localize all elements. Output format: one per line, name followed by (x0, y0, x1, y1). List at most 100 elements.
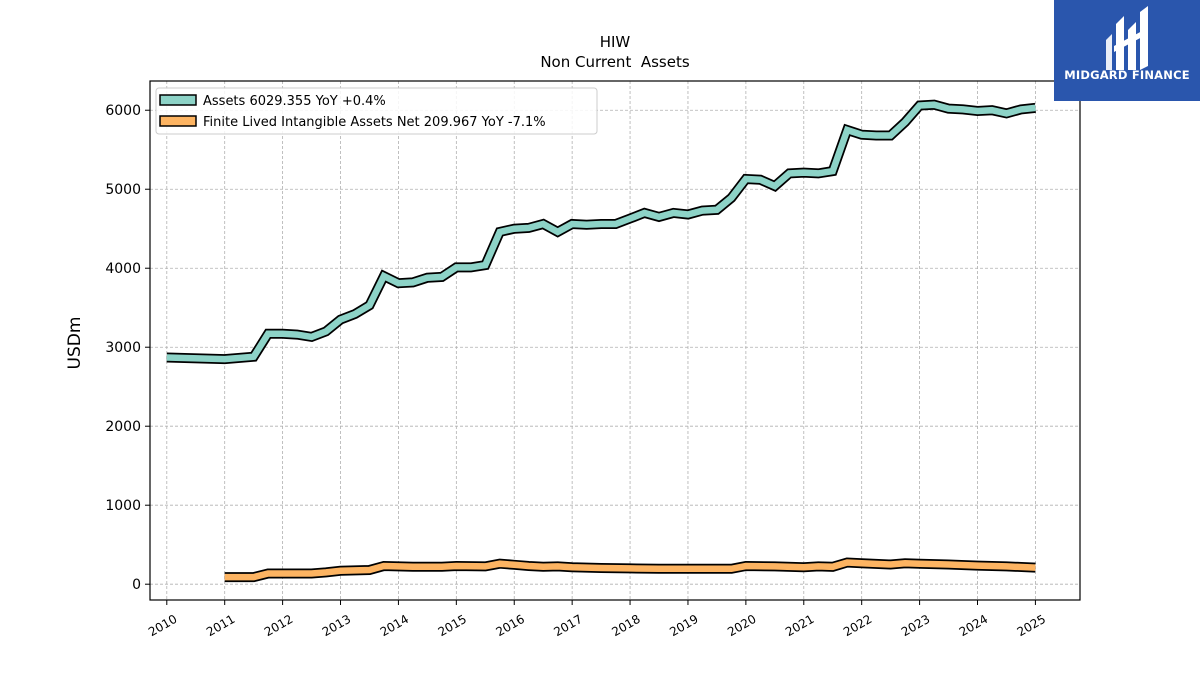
data-point (354, 313, 355, 314)
data-point (340, 319, 341, 320)
y-tick-label: 3000 (105, 340, 141, 356)
data-point (861, 134, 862, 135)
data-point (1020, 109, 1021, 110)
data-point (282, 573, 283, 574)
data-point (601, 567, 602, 568)
y-axis: 0 1000 2000 3000 4000 5000 6000 (105, 103, 150, 593)
data-point (745, 178, 746, 179)
chart-subtitle: Non Current Assets (540, 53, 690, 71)
data-point (818, 566, 819, 567)
data-point (977, 110, 978, 111)
data-point (514, 228, 515, 229)
data-point (716, 209, 717, 210)
series-line-outline (166, 99, 1036, 365)
data-point (1006, 113, 1007, 114)
data-point (296, 334, 297, 335)
data-point (977, 565, 978, 566)
x-tick-label: 2011 (204, 612, 237, 639)
data-point (615, 223, 616, 224)
data-point (528, 227, 529, 228)
data-point (687, 568, 688, 569)
x-tick-label: 2018 (609, 612, 642, 639)
data-point (876, 135, 877, 136)
data-point (847, 562, 848, 563)
data-point (224, 358, 225, 359)
y-tick-label: 2000 (105, 419, 141, 435)
x-tick-label: 2010 (146, 612, 179, 639)
data-point (1006, 566, 1007, 567)
data-point (745, 565, 746, 566)
data-point (818, 173, 819, 174)
data-point (311, 573, 312, 574)
data-point (760, 179, 761, 180)
data-point (398, 566, 399, 567)
data-point (673, 212, 674, 213)
data-point (543, 223, 544, 224)
data-point (268, 333, 269, 334)
x-tick-label: 2024 (957, 612, 990, 639)
data-point (629, 218, 630, 219)
data-point (499, 563, 500, 564)
data-point (456, 565, 457, 566)
chart-title: HIW (600, 33, 631, 51)
x-tick-label: 2013 (320, 612, 353, 639)
x-tick-label: 2022 (841, 612, 874, 639)
data-point (890, 135, 891, 136)
legend-swatch (159, 94, 197, 106)
data-point (1035, 107, 1036, 108)
data-point (224, 576, 225, 577)
data-point (716, 568, 717, 569)
legend-swatch (159, 115, 197, 127)
logo-text: MIDGARD FINANCE (1064, 68, 1190, 82)
data-point (485, 264, 486, 265)
data-point (789, 173, 790, 174)
data-point (253, 576, 254, 577)
data-point (601, 223, 602, 224)
data-point (919, 105, 920, 106)
data-point (557, 231, 558, 232)
data-point (919, 563, 920, 564)
x-axis: 2010 2011 2012 2013 2014 2015 2016 2017 2018 2019… (146, 600, 1048, 639)
data-point (803, 567, 804, 568)
x-tick-label: 2017 (551, 612, 584, 639)
x-tick-label: 2020 (725, 612, 758, 639)
data-point (832, 170, 833, 171)
data-point (557, 566, 558, 567)
data-point (644, 212, 645, 213)
data-point (586, 224, 587, 225)
data-point (470, 267, 471, 268)
data-point (543, 566, 544, 567)
data-point (948, 564, 949, 565)
data-point (702, 210, 703, 211)
data-point (398, 283, 399, 284)
midgard-finance-logo: MIDGARD FINANCE (1054, 0, 1200, 101)
data-point (383, 276, 384, 277)
data-point (832, 566, 833, 567)
x-tick-label: 2014 (378, 612, 411, 639)
y-tick-label: 6000 (105, 103, 141, 119)
data-point (528, 565, 529, 566)
data-point (658, 216, 659, 217)
series-1 (166, 99, 1036, 365)
data-point (340, 570, 341, 571)
x-tick-label: 2016 (494, 612, 527, 639)
y-axis-label: USDm (65, 317, 85, 370)
data-point (514, 564, 515, 565)
grid-lines (150, 81, 1080, 600)
data-point (499, 231, 500, 232)
data-point (948, 108, 949, 109)
data-point (731, 568, 732, 569)
y-tick-label: 4000 (105, 261, 141, 277)
data-point (383, 565, 384, 566)
data-point (905, 121, 906, 122)
data-point (847, 129, 848, 130)
data-point (369, 569, 370, 570)
data-point (803, 172, 804, 173)
data-point (325, 572, 326, 573)
series-2 (224, 557, 1036, 583)
data-point (861, 563, 862, 564)
plot-frame (149, 80, 1081, 601)
data-point (441, 276, 442, 277)
y-tick-label: 1000 (105, 498, 141, 514)
